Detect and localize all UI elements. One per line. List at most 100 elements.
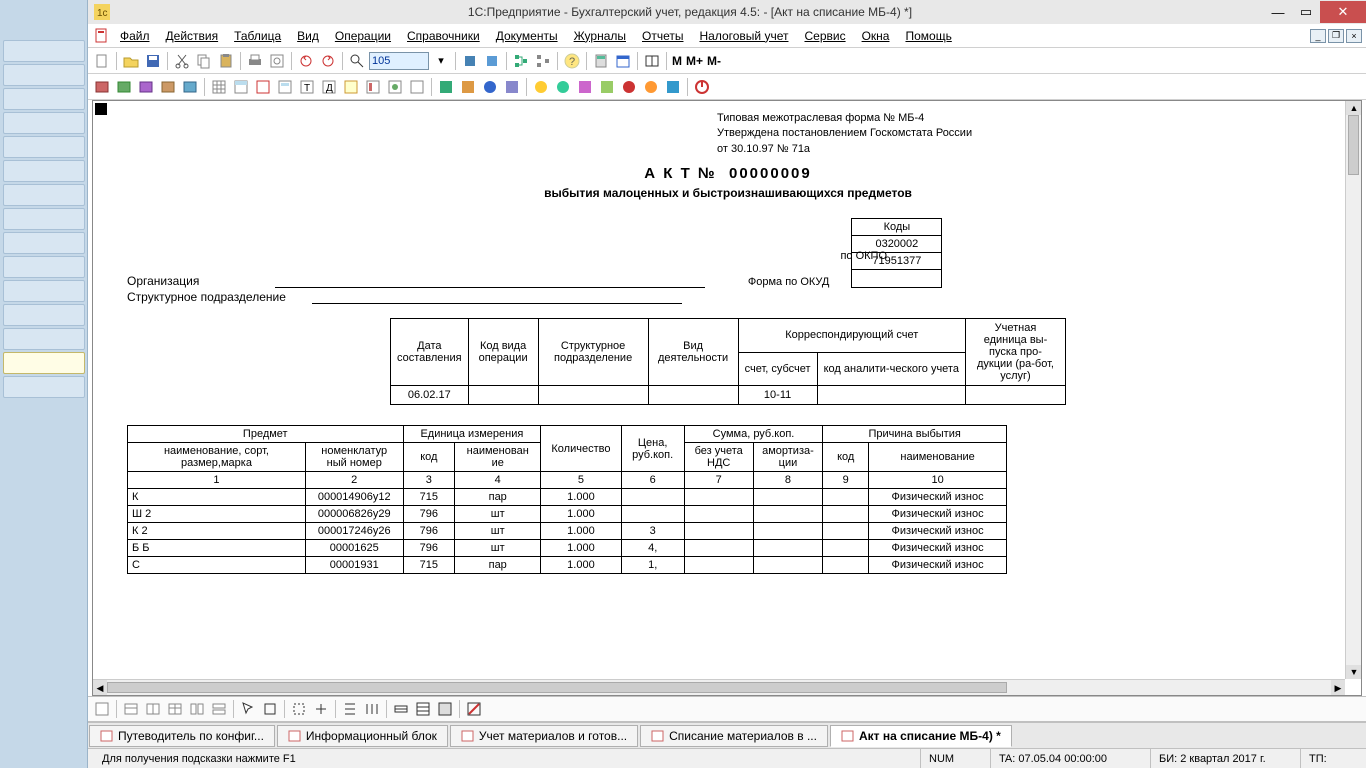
tb2-icon[interactable] [458,77,478,97]
side-tab[interactable] [3,280,85,302]
side-tab[interactable] [3,40,85,62]
tb2-icon[interactable]: Д [319,77,339,97]
tb2-icon[interactable] [597,77,617,97]
menu-windows[interactable]: Окна [856,27,896,45]
window-tab[interactable]: Акт на списание МБ-4) * [830,725,1012,747]
menu-tax[interactable]: Налоговый учет [693,27,794,45]
find-icon[interactable] [347,51,367,71]
pointer-icon[interactable] [238,699,258,719]
tree2-icon[interactable] [533,51,553,71]
open-icon[interactable] [121,51,141,71]
menu-file[interactable]: Файл [114,27,156,45]
bt-icon[interactable] [289,699,309,719]
tb2-icon[interactable] [385,77,405,97]
side-tab[interactable] [3,328,85,350]
side-tab[interactable] [3,112,85,134]
side-tab-selected[interactable] [3,352,85,374]
redo-icon[interactable] [318,51,338,71]
tb2-icon[interactable] [641,77,661,97]
window-tab[interactable]: Информационный блок [277,725,448,747]
side-tab[interactable] [3,64,85,86]
tb2-icon[interactable] [480,77,500,97]
tb2-icon[interactable] [553,77,573,97]
vertical-scrollbar[interactable]: ▲ ▼ [1345,101,1361,679]
tb2-icon[interactable]: T [297,77,317,97]
dropdown-icon[interactable]: ▾ [431,51,451,71]
tb2-icon[interactable] [209,77,229,97]
bt-icon[interactable] [165,699,185,719]
document-scroll[interactable]: Типовая межотраслевая форма № МБ-4 Утвер… [95,103,1345,677]
side-tab[interactable] [3,184,85,206]
power-icon[interactable] [692,77,712,97]
tb2-icon[interactable] [231,77,251,97]
side-tab[interactable] [3,88,85,110]
bt-icon[interactable] [435,699,455,719]
tb2-icon[interactable] [180,77,200,97]
tb2-icon[interactable] [275,77,295,97]
tb2-icon[interactable] [158,77,178,97]
maximize-button[interactable]: ▭ [1292,1,1320,23]
menu-documents[interactable]: Документы [490,27,564,45]
calendar-icon[interactable] [613,51,633,71]
cube2-icon[interactable] [482,51,502,71]
side-tab[interactable] [3,208,85,230]
bt-icon[interactable] [464,699,484,719]
bt-icon[interactable] [143,699,163,719]
tb2-icon[interactable] [407,77,427,97]
tb2-icon[interactable] [663,77,683,97]
menu-table[interactable]: Таблица [228,27,287,45]
bt-icon[interactable] [92,699,112,719]
mminus-button[interactable]: M- [706,51,722,71]
minimize-button[interactable]: — [1264,1,1292,23]
tb2-icon[interactable] [114,77,134,97]
menu-operations[interactable]: Операции [329,27,397,45]
horizontal-scrollbar[interactable]: ◀ ▶ [93,679,1345,695]
menu-view[interactable]: Вид [291,27,325,45]
bt-icon[interactable] [260,699,280,719]
close-button[interactable]: ✕ [1320,1,1366,23]
bt-icon[interactable] [121,699,141,719]
menu-journals[interactable]: Журналы [568,27,632,45]
tb2-icon[interactable] [363,77,383,97]
tb2-icon[interactable] [253,77,273,97]
scroll-thumb[interactable] [1348,115,1359,175]
bt-icon[interactable] [413,699,433,719]
menu-service[interactable]: Сервис [798,27,851,45]
mplus-button[interactable]: M+ [685,51,704,71]
menu-help[interactable]: Помощь [899,27,957,45]
mdi-close-button[interactable]: × [1346,29,1362,43]
bt-icon[interactable] [187,699,207,719]
scroll-right-icon[interactable]: ▶ [1331,680,1345,696]
undo-icon[interactable] [296,51,316,71]
calc-icon[interactable] [591,51,611,71]
window-tab[interactable]: Путеводитель по конфиг... [89,725,275,747]
scroll-up-icon[interactable]: ▲ [1346,101,1362,115]
tb2-icon[interactable] [502,77,522,97]
menu-reports[interactable]: Отчеты [636,27,689,45]
save-icon[interactable] [143,51,163,71]
side-tab[interactable] [3,160,85,182]
window-tab[interactable]: Списание материалов в ... [640,725,828,747]
tb2-icon[interactable] [136,77,156,97]
tb2-icon[interactable] [575,77,595,97]
scroll-left-icon[interactable]: ◀ [93,680,107,696]
help-icon[interactable]: ? [562,51,582,71]
window-tab[interactable]: Учет материалов и готов... [450,725,638,747]
mdi-min-button[interactable]: _ [1310,29,1326,43]
cut-icon[interactable] [172,51,192,71]
tree-icon[interactable] [511,51,531,71]
tb2-icon[interactable] [436,77,456,97]
search-input[interactable] [369,52,429,70]
cube-icon[interactable] [460,51,480,71]
preview-icon[interactable] [267,51,287,71]
bt-icon[interactable] [340,699,360,719]
copy-icon[interactable] [194,51,214,71]
bt-icon[interactable] [391,699,411,719]
book-icon[interactable] [642,51,662,71]
scroll-down-icon[interactable]: ▼ [1346,665,1362,679]
paste-icon[interactable] [216,51,236,71]
print-icon[interactable] [245,51,265,71]
bt-icon[interactable] [311,699,331,719]
m-button[interactable]: M [671,51,683,71]
tb2-icon[interactable] [619,77,639,97]
